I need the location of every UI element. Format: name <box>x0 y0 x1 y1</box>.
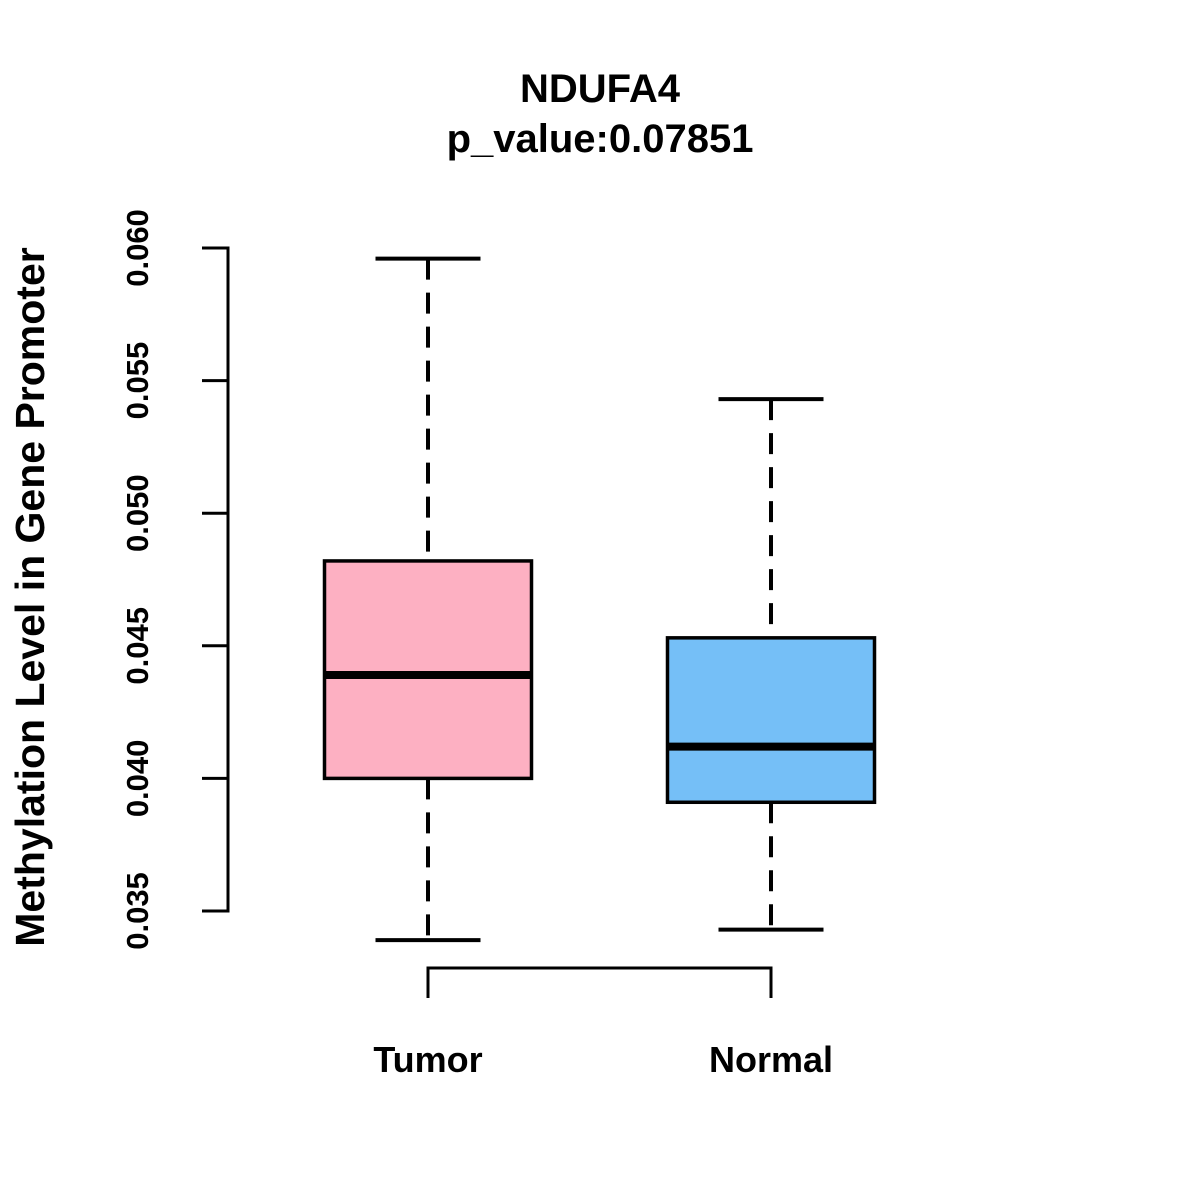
y-tick-label: 0.060 <box>120 209 155 287</box>
x-label-tumor: Tumor <box>373 1039 482 1080</box>
y-axis-title: Methylation Level in Gene Promoter <box>7 247 53 946</box>
chart-title: NDUFA4 p_value:0.07851 <box>0 64 1200 164</box>
y-tick-label: 0.035 <box>120 872 155 950</box>
y-tick-label: 0.045 <box>120 607 155 685</box>
y-tick-label: 0.055 <box>120 342 155 420</box>
x-label-normal: Normal <box>709 1039 833 1080</box>
comparison-bracket <box>426 966 773 998</box>
p-value-subtitle: p_value:0.07851 <box>446 117 754 161</box>
iqr-box-normal <box>665 636 877 805</box>
y-tick-label: 0.040 <box>120 740 155 818</box>
y-tick-label: 0.050 <box>120 474 155 552</box>
gene-name-title: NDUFA4 <box>519 67 681 111</box>
iqr-box-tumor <box>322 559 534 781</box>
